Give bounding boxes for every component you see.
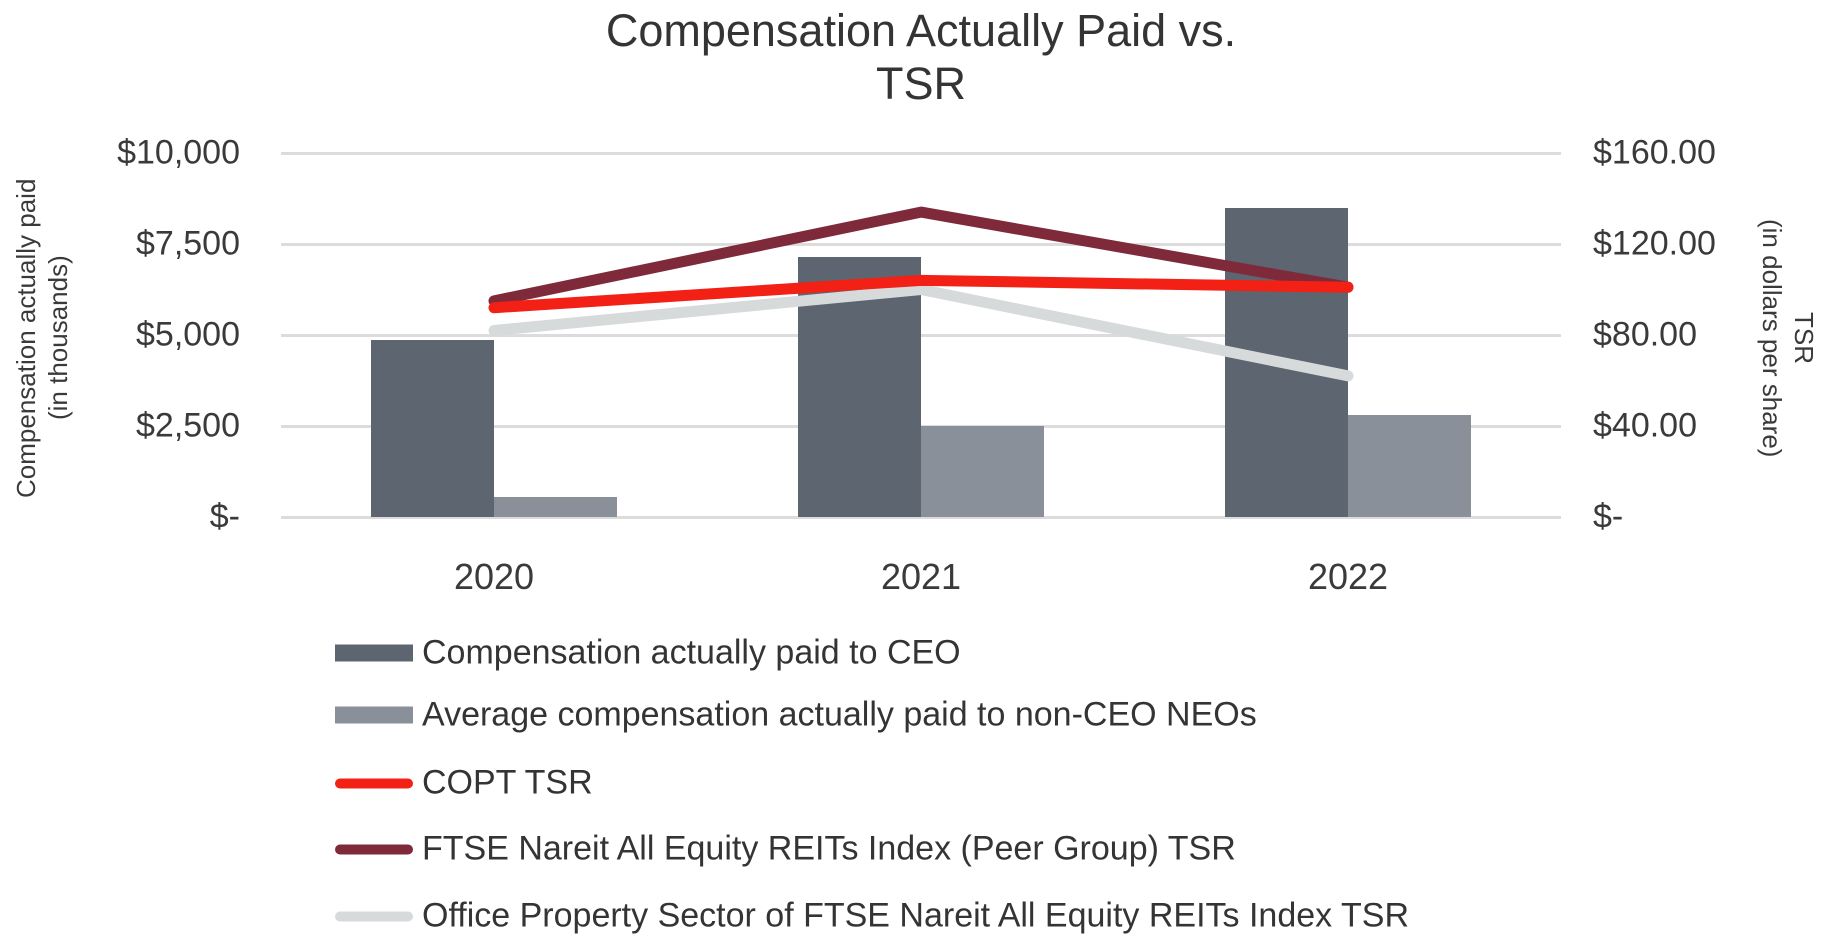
x-axis-label-2020: 2020	[453, 556, 535, 597]
legend-item: Compensation actually paid to CEO	[335, 634, 961, 673]
chart-title-line2: TSR	[876, 58, 966, 109]
legend-label: Compensation actually paid to CEO	[422, 633, 961, 672]
non-ceo-compensation-bar	[1348, 415, 1471, 517]
gridline	[281, 515, 1561, 519]
x-axis-label-2021: 2021	[880, 556, 962, 597]
legend-item: FTSE Nareit All Equity REITs Index (Peer…	[335, 830, 1236, 869]
legend-line-swatch	[335, 844, 413, 854]
left-axis-tick: $10,000	[117, 133, 240, 172]
legend-item: Office Property Sector of FTSE Nareit Al…	[335, 897, 1409, 936]
right-axis-title-line1: TSR	[1789, 312, 1819, 364]
legend-bar-swatch	[335, 644, 413, 662]
non-ceo-compensation-bar	[921, 426, 1044, 517]
tsr-line	[488, 284, 1354, 382]
right-axis-tick: $160.00	[1593, 133, 1716, 172]
right-axis-tick: $-	[1593, 497, 1624, 536]
right-axis-tick: $80.00	[1593, 315, 1697, 354]
ceo-compensation-bar	[371, 340, 494, 517]
non-ceo-compensation-bar	[494, 497, 617, 517]
gridline	[281, 151, 1561, 155]
right-axis-title-line2: (in dollars per share)	[1757, 218, 1787, 458]
legend-line-swatch	[335, 911, 413, 921]
legend-item: Average compensation actually paid to no…	[335, 696, 1257, 735]
gridline	[281, 333, 1561, 337]
legend-label: FTSE Nareit All Equity REITs Index (Peer…	[422, 829, 1236, 868]
right-axis-title: TSR (in dollars per share)	[1756, 128, 1820, 548]
legend-label: COPT TSR	[422, 763, 593, 802]
left-axis-tick: $-	[209, 497, 240, 536]
left-axis-tick: $2,500	[136, 406, 240, 445]
chart-title: Compensation Actually Paid vs. TSR	[281, 4, 1561, 110]
right-axis-tick: $120.00	[1593, 224, 1716, 263]
left-axis-tick: $7,500	[136, 224, 240, 263]
x-axis-label-2022: 2022	[1307, 556, 1389, 597]
legend-label: Office Property Sector of FTSE Nareit Al…	[422, 896, 1409, 935]
tsr-line	[488, 206, 1354, 307]
chart-title-line1: Compensation Actually Paid vs.	[605, 5, 1237, 56]
right-axis-tick: $40.00	[1593, 406, 1697, 445]
left-axis-tick: $5,000	[136, 315, 240, 354]
tsr-line	[488, 274, 1354, 314]
legend-line-swatch	[335, 778, 413, 788]
gridline	[281, 242, 1561, 246]
legend-bar-swatch	[335, 706, 413, 724]
legend-label: Average compensation actually paid to no…	[422, 695, 1257, 734]
legend-item: COPT TSR	[335, 764, 593, 803]
